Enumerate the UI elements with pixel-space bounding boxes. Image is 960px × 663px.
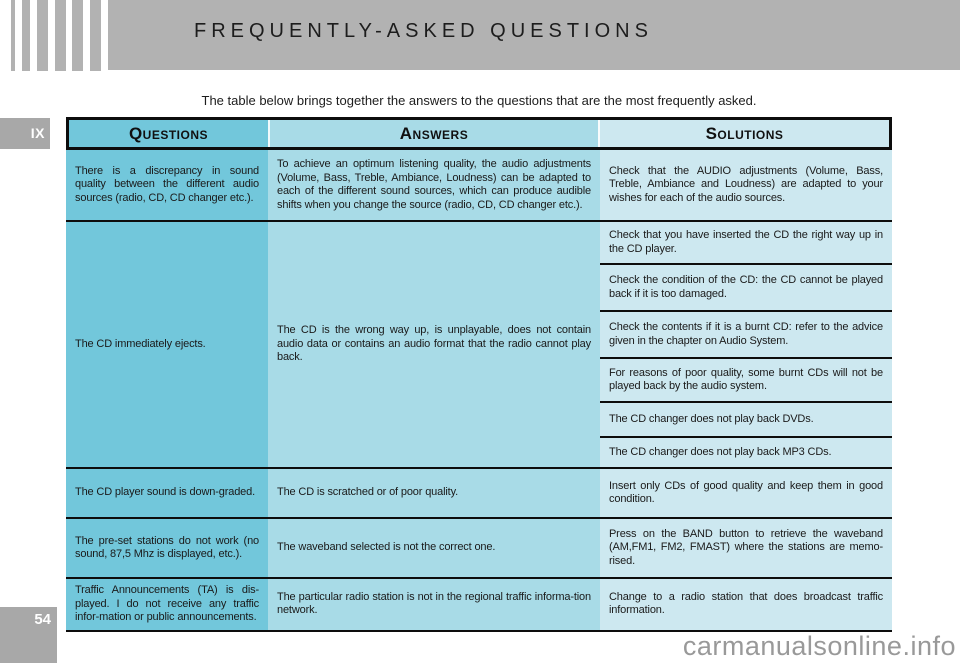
table-row: There is a discrepancy in sound quality … [66,150,892,220]
answer-cell: The CD is the wrong way up, is unplayabl… [268,222,600,467]
title-banner: FREQUENTLY-ASKED QUESTIONS [108,0,960,70]
solution-subcell: Check the contents if it is a burnt CD: … [600,312,892,359]
solution-subcell: The CD changer does not play back DVDs. [600,403,892,438]
column-header-questions: Questions [69,120,268,147]
column-header-answers: Answers [268,120,598,147]
solution-cell: Change to a radio station that does broa… [600,579,892,630]
solution-subcell: For reasons of poor quality, some burnt … [600,359,892,403]
question-cell: There is a discrepancy in sound quality … [66,150,268,220]
table-row: Traffic Announcements (TA) is dis-played… [66,577,892,630]
answer-cell: The waveband selected is not the correct… [268,519,600,577]
answer-cell: To achieve an optimum listening quality,… [268,150,600,220]
decorative-bar [90,0,101,71]
question-cell: The pre-set stations do not work (no sou… [66,519,268,577]
decorative-bar [72,0,83,71]
table-header-row: Questions Answers Solutions [66,117,892,150]
decorative-bar [55,0,66,71]
solution-subcell: Check that you have inserted the CD the … [600,222,892,265]
decorative-bar [11,0,15,71]
question-cell: The CD player sound is down-graded. [66,469,268,517]
page-number-box: 54 [0,607,57,663]
solution-cell: Press on the BAND button to retrieve the… [600,519,892,577]
question-cell: Traffic Announcements (TA) is dis-played… [66,579,268,630]
decorative-bar [22,0,30,71]
watermark: carmanualsonline.info [682,631,956,661]
table-row: The CD immediately ejects. The CD is the… [66,220,892,467]
answer-cell: The CD is scratched or of poor quality. [268,469,600,517]
page-number: 54 [34,611,51,628]
section-tab: IX [0,118,50,149]
solution-cell: Insert only CDs of good quality and keep… [600,469,892,517]
solution-subcell: Check the condition of the CD: the CD ca… [600,265,892,312]
table-row: The pre-set stations do not work (no sou… [66,517,892,577]
faq-table: Questions Answers Solutions There is a d… [66,117,892,632]
table-row: The CD player sound is down-graded. The … [66,467,892,517]
intro-text: The table below brings together the answ… [201,93,757,108]
solution-cell: Check that the AUDIO adjustments (Volume… [600,150,892,220]
page-title: FREQUENTLY-ASKED QUESTIONS [194,20,653,42]
solution-subcell: The CD changer does not play back MP3 CD… [609,445,832,458]
column-header-solutions: Solutions [598,120,889,147]
decorative-bar [37,0,48,71]
answer-cell: The particular radio station is not in t… [268,579,600,630]
question-cell: The CD immediately ejects. [66,222,268,467]
solution-cell-group: Check that you have inserted the CD the … [600,222,892,467]
